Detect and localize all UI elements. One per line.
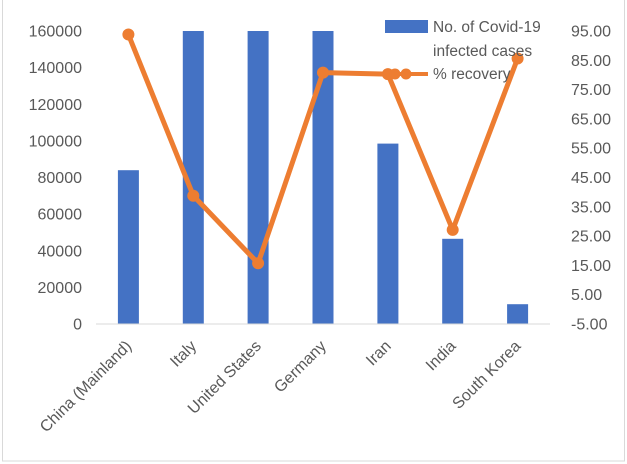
y-tick-label: 0 [73, 317, 82, 334]
y-tick-label: 120000 [29, 97, 82, 114]
y2-tick-label: 55.00 [571, 141, 611, 158]
y2-tick-label: 65.00 [571, 111, 611, 128]
right-axis-tick-labels: -5.00 5.00 15.00 25.00 35.00 45.00 55.00 65.00 7… [571, 24, 611, 334]
y-tick-label: 100000 [29, 133, 82, 150]
legend-marker-recovery-a [389, 68, 401, 80]
y-tick-label: 80000 [38, 170, 83, 187]
line-point [252, 257, 265, 270]
line-point [317, 66, 329, 79]
y2-tick-label: 85.00 [571, 53, 611, 70]
bar [182, 31, 204, 324]
bar [507, 304, 529, 324]
y2-tick-label: 95.00 [571, 24, 611, 41]
y2-tick-label: 5.00 [571, 287, 602, 304]
legend-label-cases-line1: No. of Covid-19 [433, 19, 541, 36]
y2-tick-label: 45.00 [571, 170, 611, 187]
y2-tick-label: -5.00 [571, 317, 608, 334]
line-point [122, 28, 135, 41]
line-point [511, 52, 524, 65]
y2-tick-label: 75.00 [571, 82, 611, 99]
bar [117, 170, 139, 324]
y2-tick-label: 15.00 [571, 258, 611, 275]
y-tick-label: 140000 [29, 60, 82, 77]
legend: No. of Covid-19 infected cases % recover… [384, 19, 541, 83]
bar [442, 238, 464, 324]
x-tick-label: China (Mainland) [37, 338, 135, 436]
legend-label-cases-line2: infected cases [433, 43, 532, 60]
line-point [446, 223, 459, 236]
x-tick-label: Italy [167, 338, 200, 371]
legend-label-recovery: % recovery [433, 66, 511, 83]
x-tick-label: South Korea [450, 338, 525, 413]
legend-swatch-cases [385, 20, 428, 33]
bar [247, 31, 269, 324]
y-tick-label: 20000 [38, 280, 83, 297]
legend-marker-recovery-b [400, 68, 412, 80]
x-tick-label: Germany [271, 338, 330, 397]
y2-tick-label: 25.00 [571, 229, 611, 246]
x-tick-label: Iran [363, 338, 395, 370]
bar [312, 31, 334, 324]
left-axis-tick-labels: 0 20000 40000 60000 80000 100000 120000 140000 1… [29, 24, 82, 334]
bar-series [117, 31, 529, 324]
y-tick-label: 40000 [38, 243, 83, 260]
bar [377, 143, 399, 324]
x-tick-label: India [423, 338, 460, 375]
line-point [187, 189, 200, 202]
y-tick-label: 60000 [38, 207, 83, 224]
y-tick-label: 160000 [29, 24, 82, 41]
y2-tick-label: 35.00 [571, 199, 611, 216]
